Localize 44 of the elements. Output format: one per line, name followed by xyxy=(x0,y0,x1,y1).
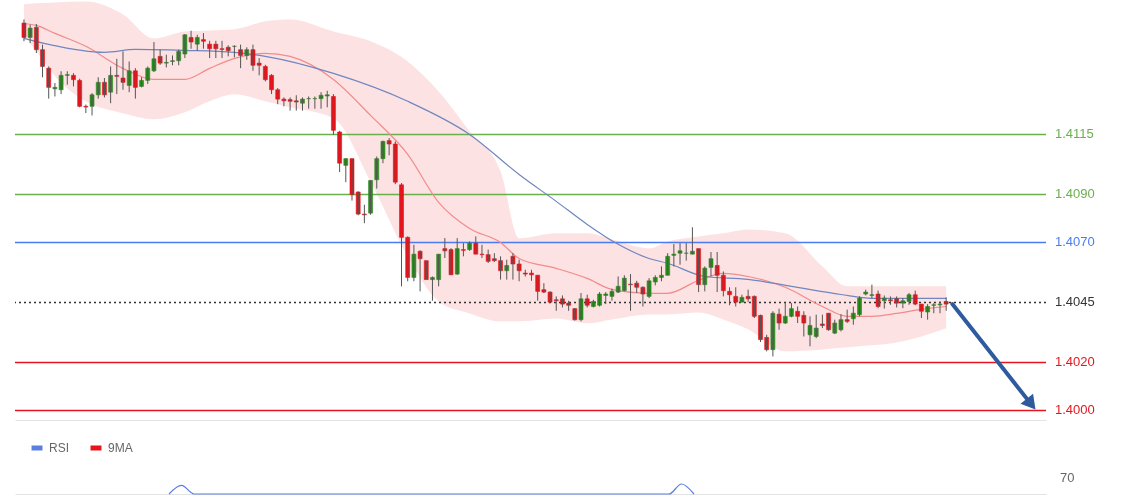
candlestick xyxy=(238,44,243,69)
legend-label: RSI xyxy=(49,441,70,455)
ref-line-label: 1.4090 xyxy=(1055,186,1095,202)
ref-line-label: 1.4045 xyxy=(1055,294,1095,310)
ref-line-label: 1.4070 xyxy=(1055,234,1095,250)
candlestick xyxy=(108,65,113,104)
candlestick xyxy=(126,60,132,93)
candlestick xyxy=(244,46,250,61)
candlestick xyxy=(423,260,429,281)
candlestick xyxy=(584,294,590,308)
candlestick xyxy=(337,130,342,173)
ref-line-label: 1.4020 xyxy=(1055,354,1095,370)
candlestick xyxy=(925,303,930,321)
candlestick xyxy=(690,226,695,255)
ref-line-label: 1.4000 xyxy=(1055,402,1095,418)
candlestick xyxy=(164,54,169,68)
candlestick xyxy=(194,34,200,52)
candlestick xyxy=(844,309,850,324)
candlestick xyxy=(733,286,739,307)
candlestick xyxy=(461,242,466,257)
candlestick xyxy=(943,296,949,312)
candlestick xyxy=(27,24,33,44)
text: 70 xyxy=(1060,470,1075,485)
ref-line-label: 1.4115 xyxy=(1055,126,1094,142)
candlestick xyxy=(21,18,27,42)
candlestick xyxy=(572,307,578,322)
candlestick xyxy=(120,50,126,91)
candlestick xyxy=(201,32,206,50)
candlestick xyxy=(467,240,472,252)
candlestick xyxy=(343,157,349,183)
candlestick xyxy=(114,58,120,95)
candlestick xyxy=(881,294,887,310)
candlestick xyxy=(71,72,76,87)
candlestick xyxy=(300,96,305,112)
candlestick xyxy=(454,237,460,276)
candlestick xyxy=(671,243,677,267)
legend-label: 9MA xyxy=(108,441,133,455)
candlestick xyxy=(188,30,194,50)
candlestick xyxy=(739,294,745,303)
candlestick xyxy=(875,290,881,309)
candlestick xyxy=(133,67,138,100)
candlestick xyxy=(157,49,163,66)
candlestick xyxy=(776,308,782,331)
candlestick xyxy=(578,292,584,322)
